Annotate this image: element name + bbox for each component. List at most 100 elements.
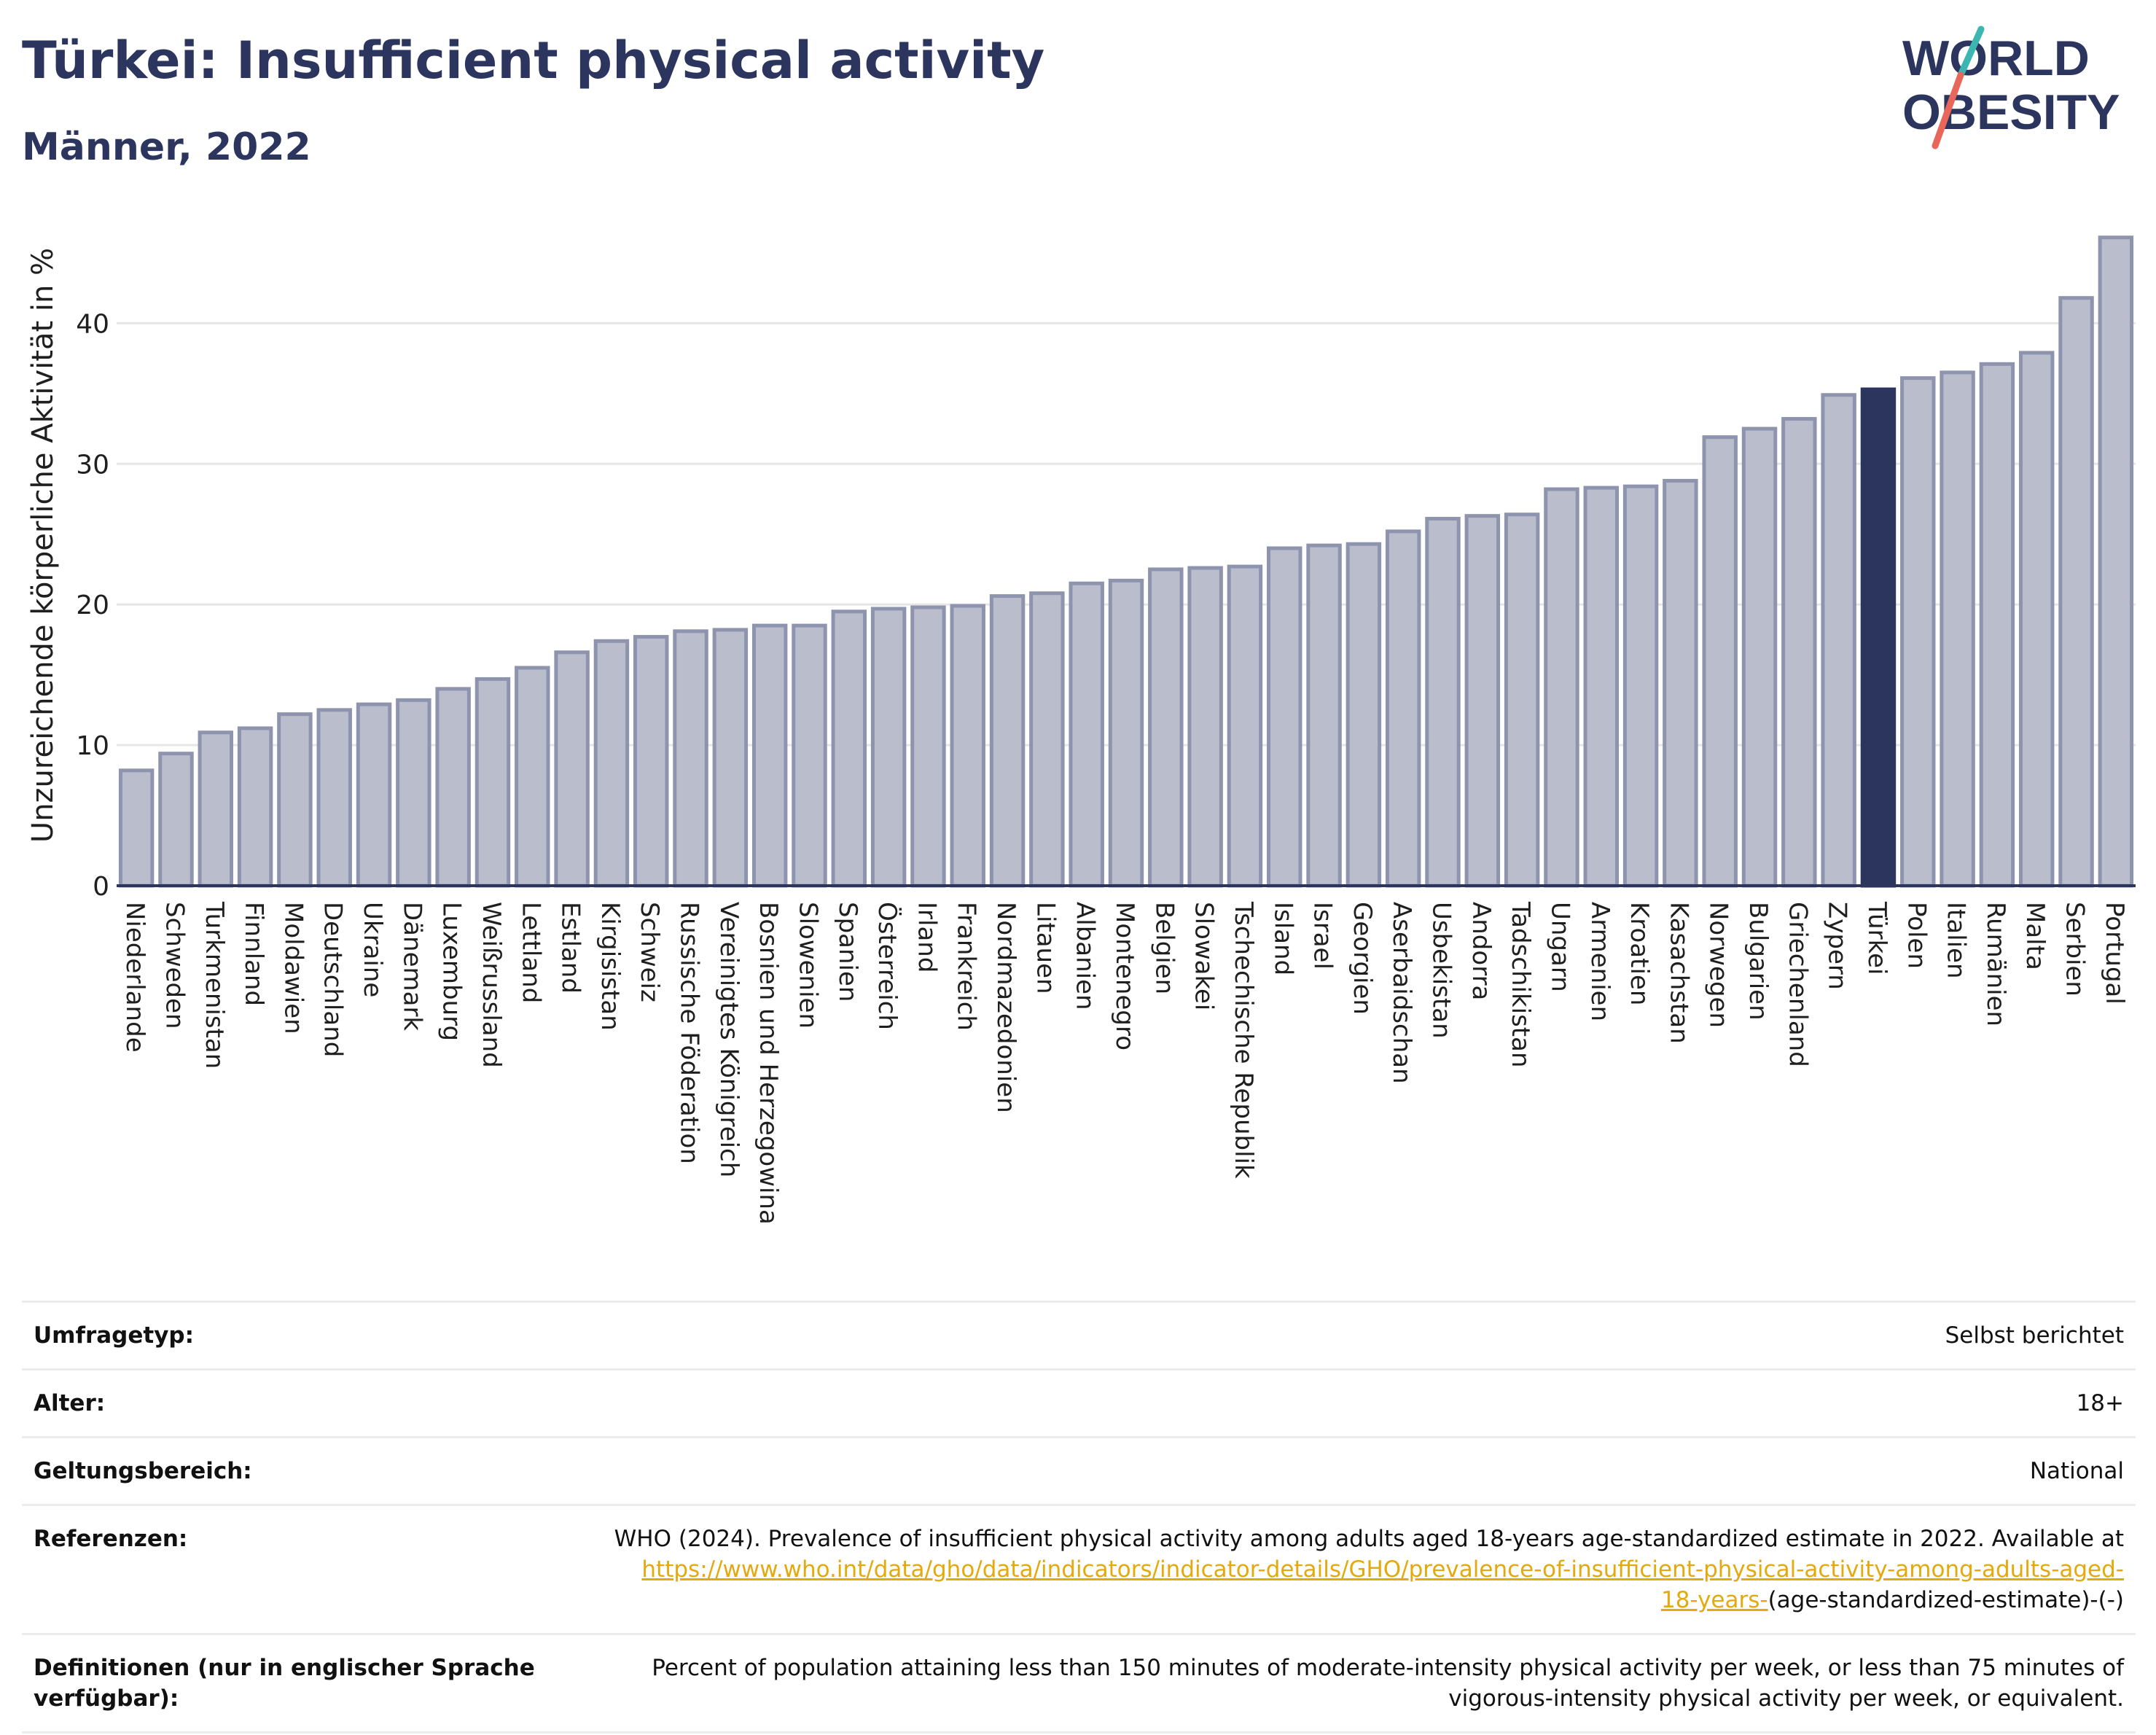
x-tick-label: Usbekistan — [1427, 902, 1456, 1039]
x-tick-label: Russische Föderation — [675, 902, 704, 1164]
reference-link-continued[interactable]: 18-years- — [1660, 1587, 1768, 1613]
bar — [515, 666, 550, 888]
bar — [316, 708, 352, 888]
info-row-age: Alter: 18+ — [22, 1371, 2136, 1438]
bar — [1940, 370, 1975, 888]
x-tick-label: Georgien — [1348, 902, 1377, 1015]
age-value: 18+ — [2076, 1390, 2124, 1416]
bar — [831, 609, 867, 888]
bars — [118, 235, 2134, 888]
info-row-survey-type: Umfragetyp: Selbst berichtet — [22, 1303, 2136, 1371]
bar — [751, 623, 788, 888]
bar — [158, 752, 194, 888]
bar — [792, 623, 827, 888]
x-tick-label: Kroatien — [1625, 902, 1654, 1005]
chart-subtitle: Männer, 2022 — [22, 125, 311, 169]
reference-text: WHO (2024). Prevalence of insufficient p… — [614, 1526, 2124, 1552]
bar — [435, 687, 471, 888]
x-tick-label: Luxemburg — [437, 902, 466, 1041]
y-tick-label: 10 — [76, 731, 109, 761]
x-tick-label: Finnland — [239, 902, 268, 1006]
x-tick-label: Ungarn — [1545, 902, 1574, 992]
bar — [1741, 426, 1778, 888]
bar — [237, 726, 273, 888]
x-tick-label: Frankreich — [952, 902, 981, 1031]
info-table: Umfragetyp: Selbst berichtet Alter: 18+ … — [22, 1301, 2136, 1734]
x-tick-label: Kirgisistan — [595, 902, 625, 1031]
reference-link[interactable]: https://www.who.int/data/gho/data/indica… — [641, 1556, 2124, 1583]
info-row-scope: Geltungsbereich: National — [22, 1438, 2136, 1506]
bar — [1979, 362, 2015, 888]
x-tick-label: Niederlande — [120, 902, 149, 1053]
age-label: Alter: — [34, 1390, 106, 1416]
definitions-label: Definitionen (nur in englischer Sprache … — [34, 1655, 535, 1712]
bar — [870, 607, 907, 888]
logo-slash-red — [1932, 71, 1964, 149]
world-obesity-logo: WORLD OBESITY — [1902, 26, 2120, 149]
x-tick-label: Bosnien und Herzegowina — [754, 902, 783, 1225]
bar — [1622, 484, 1659, 888]
bar — [593, 639, 630, 888]
x-tick-label: Armenien — [1585, 902, 1614, 1021]
x-tick-label: Tschechische Republik — [1229, 901, 1258, 1179]
x-tick-label: Kasachstan — [1664, 902, 1693, 1044]
x-tick-label: Schweiz — [635, 902, 664, 1002]
x-tick-label: Griechenland — [1783, 902, 1812, 1067]
bar — [1187, 566, 1223, 888]
bar — [1306, 543, 1342, 888]
x-tick-label: Montenegro — [1110, 902, 1139, 1050]
x-tick-label: Malta — [2020, 902, 2050, 970]
x-tick-label: Nordmazedonien — [991, 902, 1020, 1113]
x-tick-label: Zypern — [1823, 902, 1852, 990]
x-tick-label: Israel — [1308, 902, 1337, 970]
bar — [989, 594, 1026, 888]
bar — [1504, 512, 1540, 888]
x-tick-label: Weißrussland — [477, 902, 506, 1068]
x-tick-label: Tadschikistan — [1506, 901, 1535, 1068]
y-tick-label: 30 — [76, 450, 109, 480]
scope-label: Geltungsbereich: — [34, 1458, 252, 1484]
bar — [633, 635, 669, 888]
x-tick-label: Litauen — [1031, 902, 1060, 994]
bar — [1583, 486, 1619, 888]
bar — [1544, 487, 1579, 888]
y-axis-label: Unzureichende körperliche Aktivität in % — [26, 248, 60, 843]
definitions-value: Percent of population attaining less tha… — [652, 1655, 2124, 1712]
y-tick-labels: 0 10 20 30 40 — [76, 309, 109, 902]
bar — [1227, 564, 1263, 888]
x-tick-label: Spanien — [833, 902, 862, 1002]
bar — [1385, 529, 1421, 888]
x-tick-label: Slowenien — [793, 902, 822, 1029]
scope-value: National — [2029, 1458, 2124, 1484]
references-label: Referenzen: — [34, 1526, 188, 1552]
x-tick-label: Andorra — [1466, 902, 1496, 1000]
bar — [1900, 376, 1936, 888]
survey-type-label: Umfragetyp: — [34, 1322, 194, 1349]
x-tick-label: Portugal — [2100, 902, 2129, 1005]
bar — [198, 730, 234, 888]
x-tick-label: Dänemark — [397, 902, 426, 1031]
x-tick-label: Deutschland — [319, 902, 348, 1057]
x-tick-label: Schweden — [160, 902, 189, 1029]
bar — [1464, 514, 1501, 888]
chart-title: Türkei: Insufficient physical activity — [22, 31, 1045, 90]
x-tick-label: Estland — [556, 902, 585, 994]
x-tick-label: Serbien — [2061, 902, 2090, 997]
reference-text-suffix: (age-standardized-estimate)-(-) — [1768, 1587, 2124, 1613]
info-row-definitions: Definitionen (nur in englischer Sprache … — [22, 1635, 2136, 1734]
bar — [118, 768, 155, 888]
x-tick-label: Polen — [1902, 902, 1931, 969]
bar — [673, 629, 708, 888]
logo-slash-teal — [1957, 26, 1985, 79]
bar — [1069, 581, 1104, 888]
x-tick-label: Ukraine — [358, 902, 387, 997]
bar — [1148, 567, 1184, 888]
bar — [356, 702, 392, 888]
y-tick-label: 40 — [76, 309, 109, 339]
y-tick-label: 20 — [76, 590, 109, 620]
bar — [1425, 517, 1461, 888]
bar-chart: 0 10 20 30 40 Niederlande Schweden Turkmenista… — [26, 235, 2136, 1225]
bar — [474, 677, 511, 888]
x-tick-label: Lettland — [516, 902, 545, 1003]
bar — [1781, 417, 1817, 888]
